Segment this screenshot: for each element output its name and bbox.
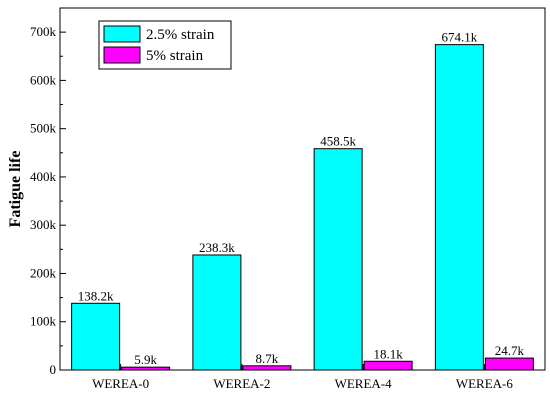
bar (192, 254, 242, 371)
x-category-label: WEREA-6 (456, 376, 514, 391)
legend-label: 5% strain (146, 48, 204, 64)
bar-value-label: 458.5k (320, 134, 356, 149)
axis-ticks-group (60, 31, 485, 371)
bar (434, 44, 484, 371)
bar (71, 302, 121, 371)
legend-swatch (103, 46, 141, 64)
y-tick-label: 700k (30, 24, 57, 39)
y-axis-title: Fatigue life (7, 151, 24, 228)
legend-label: 2.5% strain (146, 27, 215, 43)
labels-group: 0 100k 200k 300k 400k 500k 600k 700k WEREA-0 138.… (30, 24, 525, 391)
y-tick-label: 300k (30, 217, 57, 232)
bar-value-label: 24.7k (495, 343, 525, 358)
bar (242, 365, 292, 371)
bar (313, 148, 363, 371)
legend: 2.5% strain 5% strain (98, 20, 232, 70)
plot-area-frame (59, 7, 546, 371)
bar-value-label: 138.2k (78, 288, 114, 303)
x-category-label: WEREA-4 (335, 376, 393, 391)
y-tick-label: 500k (30, 121, 57, 136)
y-tick-label: 0 (50, 362, 57, 377)
bar (363, 360, 413, 371)
y-tick-label: 200k (30, 265, 57, 280)
y-tick-label: 400k (30, 169, 57, 184)
bar (121, 366, 171, 371)
y-tick-label: 100k (30, 314, 57, 329)
bar-value-label: 674.1k (442, 30, 478, 45)
legend-swatch (103, 25, 141, 43)
bar (484, 357, 534, 371)
bar-value-label: 8.7k (256, 351, 279, 366)
x-category-label: WEREA-2 (213, 376, 270, 391)
bar-value-label: 18.1k (374, 346, 404, 361)
y-tick-label: 600k (30, 72, 57, 87)
bar-value-label: 5.9k (134, 352, 157, 367)
x-category-label: WEREA-0 (92, 376, 149, 391)
bars-group (71, 44, 534, 371)
bar-value-label: 238.3k (199, 240, 235, 255)
